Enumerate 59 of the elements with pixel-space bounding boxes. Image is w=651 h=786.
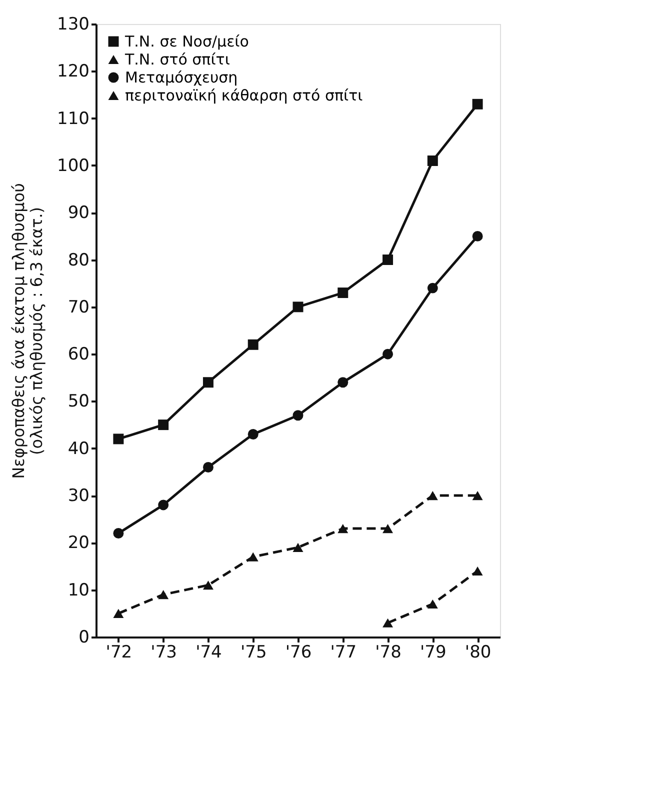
point (292, 302, 304, 312)
point (248, 552, 258, 562)
x-tick-label: '75 (240, 642, 267, 662)
point (248, 339, 258, 350)
y-tick-label: 110 (57, 108, 90, 129)
y-tick-label: 70 (68, 297, 90, 318)
point (248, 429, 258, 440)
y-tick-label: 60 (68, 344, 90, 365)
y-tick-label: 40 (68, 438, 90, 459)
point (427, 156, 438, 166)
y-tick-label: 0 (78, 628, 90, 648)
y-tick-label: 120 (57, 62, 90, 82)
point (113, 434, 124, 444)
point (202, 377, 214, 388)
point (292, 410, 304, 421)
x-tick-label: '77 (330, 642, 357, 662)
legend-label: περιτοναϊκή κάθαρση στό σπίτι (125, 86, 363, 104)
point (382, 524, 394, 534)
point (202, 462, 214, 472)
y-tick-label: 130 (57, 14, 90, 34)
x-tick-label: '72 (106, 642, 132, 662)
point (158, 500, 169, 510)
text: (ολικός πληθυσμός : 6,3 έκατ.) (27, 206, 46, 456)
point (202, 580, 214, 590)
point (472, 230, 483, 242)
point (472, 98, 483, 110)
point (382, 348, 394, 360)
y-tick-label: 80 (68, 250, 90, 270)
y-tick-label: 30 (68, 486, 90, 506)
x-tick-label: '73 (150, 642, 177, 662)
y-tick-label: 50 (68, 392, 90, 412)
legend-label: Τ.Ν. στό σπίτι (124, 50, 230, 68)
point (472, 566, 483, 576)
point (382, 618, 394, 628)
point (427, 599, 438, 609)
point (427, 490, 438, 500)
point (158, 590, 169, 600)
x-tick-label: '76 (285, 642, 312, 662)
text: Νεφροπαθεις άνα έκατομ πληθυσμού (9, 183, 28, 479)
point (338, 524, 348, 534)
x-tick-label: '80 (464, 642, 492, 662)
point (113, 608, 124, 618)
y-tick-label: 20 (68, 533, 90, 554)
point (292, 542, 304, 552)
point (382, 254, 394, 266)
x-tick-label: '79 (420, 642, 446, 662)
point (338, 377, 348, 388)
point (472, 490, 483, 500)
y-tick-label: 90 (68, 203, 90, 224)
y-tick-label: 10 (68, 580, 90, 600)
x-tick-label: '78 (375, 642, 402, 662)
y-tick-label: 100 (57, 156, 90, 176)
point (338, 288, 348, 298)
x-tick-label: '74 (196, 642, 222, 662)
point (158, 420, 169, 430)
legend-label: Μεταμόσχευση (125, 68, 238, 86)
point (113, 528, 124, 538)
point (427, 282, 438, 294)
legend-label: Τ.Ν. σε Νοσ/μείο (124, 32, 249, 50)
